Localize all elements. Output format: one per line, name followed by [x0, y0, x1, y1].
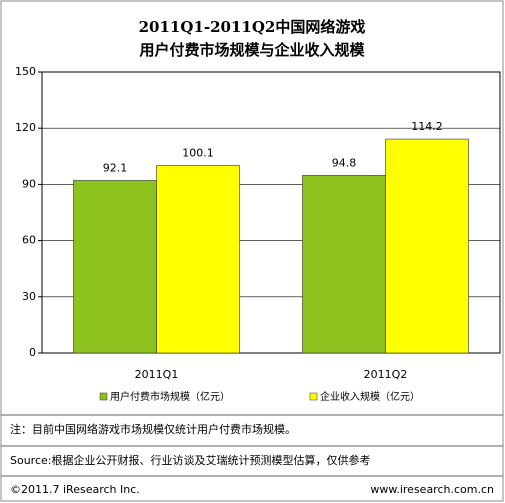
value-label: 114.2: [411, 120, 443, 133]
website: www.iresearch.com.cn: [370, 483, 494, 496]
note: 注：目前中国网络游戏市场规模仅统计用户付费市场规模。: [10, 422, 296, 436]
bar: [73, 180, 157, 354]
y-tick-label: 90: [22, 177, 36, 190]
value-label: 100.1: [182, 146, 214, 159]
y-tick-label: 0: [29, 346, 36, 359]
bar: [302, 175, 386, 354]
chart-title: 用户付费市场规模与企业收入规模: [139, 41, 365, 59]
y-tick-label: 30: [22, 290, 36, 303]
y-tick-label: 120: [15, 121, 36, 134]
legend-label: 企业收入规模（亿元）: [320, 390, 420, 403]
x-tick-label: 2011Q1: [135, 368, 179, 381]
chart-title: 2011Q1-2011Q2中国网络游戏: [139, 18, 366, 36]
y-tick-label: 60: [22, 234, 36, 247]
source: Source:根据企业公开财报、行业访谈及艾瑞统计预测模型估算，仅供参考: [10, 453, 370, 467]
bar: [385, 138, 469, 354]
copyright: ©2011.7 iResearch Inc.: [10, 483, 140, 496]
value-label: 92.1: [103, 161, 128, 174]
legend-swatch: [309, 392, 318, 401]
legend-swatch: [99, 392, 108, 401]
value-label: 94.8: [332, 156, 357, 169]
y-tick-label: 150: [15, 65, 36, 78]
bar: [156, 165, 240, 354]
x-tick-label: 2011Q2: [364, 368, 408, 381]
legend-label: 用户付费市场规模（亿元）: [110, 390, 230, 403]
